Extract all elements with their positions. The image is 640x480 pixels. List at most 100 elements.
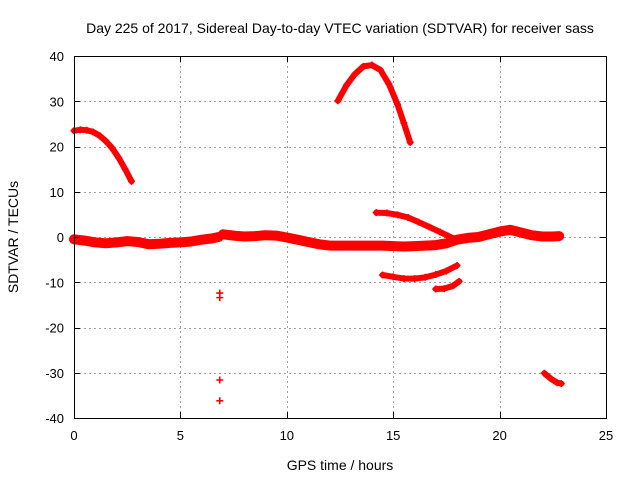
x-tick-label: 10 (280, 428, 294, 443)
point-arc-end (553, 379, 561, 387)
point-band-1 (325, 242, 333, 250)
point-arc-peak (359, 62, 367, 70)
point-band-0 (144, 240, 152, 248)
point-arc-decline (415, 218, 423, 226)
y-tick-label: 20 (50, 140, 64, 155)
point-arc-decline (436, 228, 444, 236)
point-band-1 (368, 242, 376, 250)
y-tick-label: 40 (50, 49, 64, 64)
point-arc-peak (351, 70, 359, 78)
point-arc-decline (453, 236, 461, 244)
point-arc-start (102, 137, 110, 145)
point-arc-end (557, 380, 565, 388)
point-band-1 (262, 231, 270, 239)
point-band-0 (91, 238, 99, 246)
point-arc-start (115, 154, 123, 162)
point-band-1 (410, 242, 418, 250)
point-band-1 (496, 228, 504, 236)
point-band-0 (166, 239, 174, 247)
point-arc-start (76, 126, 84, 134)
point-band-1 (230, 232, 238, 240)
point-band-1 (400, 243, 408, 251)
point-band-1 (315, 240, 323, 248)
point-arc-start (83, 126, 91, 134)
point-band-1 (442, 239, 450, 247)
point-band-1 (379, 242, 387, 250)
point-arc-peak (406, 138, 414, 146)
point-band-1 (432, 241, 440, 249)
point-band-0 (198, 236, 206, 244)
point-arc-peak (368, 61, 376, 69)
point-arc-end (540, 369, 548, 377)
point-arc-low-short (455, 277, 463, 285)
point-band-1 (549, 233, 557, 241)
point-band-1 (389, 242, 397, 250)
isolated-point (216, 397, 224, 405)
point-band-1 (485, 230, 493, 238)
point-band-1 (251, 232, 259, 240)
point-arc-low-short (432, 285, 440, 293)
chart-title: Day 225 of 2017, Sidereal Day-to-day VTE… (86, 20, 594, 36)
point-band-1 (293, 236, 301, 244)
point-band-0 (176, 238, 184, 246)
point-band-0 (155, 240, 163, 248)
point-arc-decline (372, 209, 380, 217)
point-arc-low-short (440, 285, 448, 293)
point-band-1 (336, 242, 344, 250)
trace-arc-low-short (432, 278, 463, 292)
point-band-1 (272, 232, 280, 240)
point-band-0 (123, 237, 131, 245)
point-arc-decline (404, 214, 412, 222)
point-band-1 (555, 232, 563, 240)
point-arc-low (379, 271, 387, 279)
point-arc-start (121, 165, 129, 173)
point-arc-decline (393, 211, 401, 219)
point-band-1 (506, 226, 514, 234)
point-band-1 (283, 233, 291, 241)
point-band-0 (208, 234, 216, 242)
point-band-1 (219, 230, 227, 238)
point-arc-peak (376, 66, 384, 74)
point-arc-low (442, 267, 450, 275)
point-arc-low (400, 275, 408, 283)
x-tick-label: 25 (599, 428, 613, 443)
point-band-0 (113, 238, 121, 246)
trace-arc-start (71, 126, 135, 185)
y-tick-label: -10 (45, 275, 64, 290)
point-band-1 (240, 233, 248, 241)
y-tick-label: -30 (45, 366, 64, 381)
point-band-1 (464, 234, 472, 242)
y-tick-label: -20 (45, 321, 64, 336)
point-band-1 (357, 242, 365, 250)
data-marks (69, 61, 565, 405)
y-axis-label: SDTVAR / TECUs (5, 181, 21, 293)
x-tick-label: 20 (492, 428, 506, 443)
point-arc-decline (383, 209, 391, 217)
trace-band-1 (218, 224, 565, 252)
point-arc-low (421, 273, 429, 281)
x-tick-label: 0 (70, 428, 77, 443)
point-arc-end (547, 375, 555, 383)
point-arc-start (96, 132, 104, 140)
point-band-1 (421, 242, 429, 250)
point-band-1 (347, 242, 355, 250)
point-arc-start (89, 128, 97, 136)
point-arc-decline (425, 223, 433, 231)
x-tick-label: 15 (386, 428, 400, 443)
y-tick-label: 0 (57, 230, 64, 245)
point-arc-low (389, 273, 397, 281)
point-band-1 (538, 233, 546, 241)
trace-arc-peak (334, 62, 414, 146)
point-arc-peak (334, 97, 342, 105)
point-arc-low (453, 262, 461, 270)
isolated-point (216, 376, 224, 384)
point-band-1 (304, 238, 312, 246)
x-tick-label: 5 (177, 428, 184, 443)
point-band-0 (187, 238, 195, 246)
point-arc-low-short (449, 282, 457, 290)
y-tick-label: 30 (50, 94, 64, 109)
axis-ticks: 0 5 10 15 20 25 -40 -30 -20 -10 0 10 20 30 40 (45, 49, 613, 443)
x-axis-label: GPS time / hours (287, 457, 394, 473)
point-arc-decline (445, 232, 453, 240)
